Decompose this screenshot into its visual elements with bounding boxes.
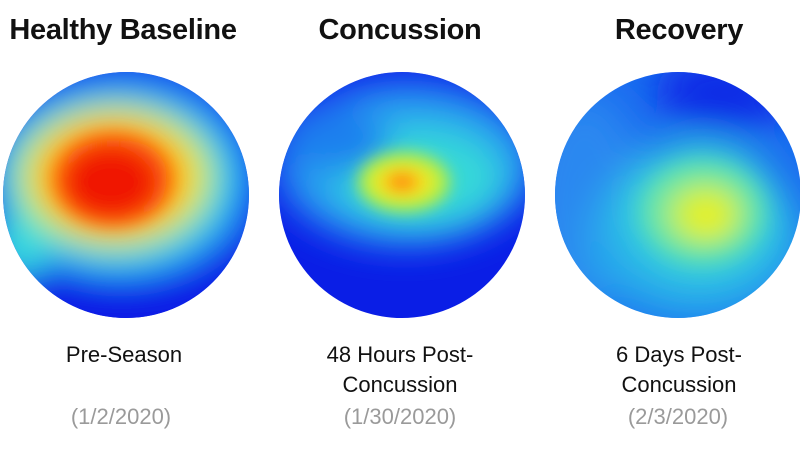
brain-heatmap — [279, 72, 525, 318]
time-label-line1: 48 Hours Post- — [326, 342, 474, 367]
panel-title: Recovery — [614, 14, 744, 46]
panel-recovery: Recovery 6 D — [534, 0, 800, 450]
time-label-line1: 6 Days Post- — [616, 342, 742, 367]
date-label: (2/3/2020) — [627, 404, 729, 429]
date-label: (1/2/2020) — [70, 404, 172, 429]
panel-title: Concussion — [318, 14, 482, 46]
time-label-line2: Concussion — [621, 372, 737, 397]
brain-heatmap — [3, 72, 249, 318]
time-label-line2: Concussion — [342, 372, 458, 397]
panel-concussion: Concussion 4 — [267, 0, 533, 450]
brain-heatmap — [555, 72, 800, 318]
date-label: (1/30/2020) — [343, 404, 457, 429]
panel-title: Healthy Baseline — [9, 14, 237, 46]
time-label: Pre-Season — [65, 342, 183, 367]
panel-healthy-baseline: Healthy Baseline — [0, 0, 266, 450]
